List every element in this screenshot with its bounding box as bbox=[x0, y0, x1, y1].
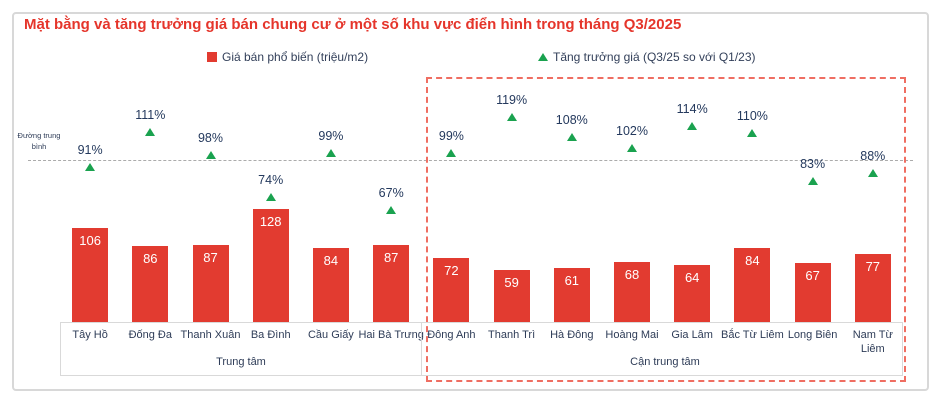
growth-triangle-icon bbox=[85, 163, 96, 172]
growth-triangle-icon bbox=[566, 132, 577, 141]
category-label: Thanh Xuân bbox=[180, 329, 241, 341]
category-label: Tây Hồ bbox=[72, 329, 108, 341]
growth-value-label: 102% bbox=[616, 123, 648, 138]
growth-value-label: 83% bbox=[800, 157, 826, 172]
growth-value-label: 67% bbox=[378, 185, 404, 200]
price-bar bbox=[794, 263, 831, 322]
category-label: Hà Đông bbox=[550, 329, 594, 341]
growth-value-label: 110% bbox=[736, 109, 768, 124]
price-legend-square-icon bbox=[207, 52, 217, 62]
growth-triangle-icon bbox=[446, 148, 457, 157]
price-bar bbox=[493, 270, 530, 322]
growth-triangle-icon bbox=[265, 193, 276, 202]
price-legend-label: Giá bán phổ biến (triệu/m2) bbox=[222, 50, 369, 64]
category-label: Cầu Giấy bbox=[307, 329, 354, 341]
growth-value-label: 119% bbox=[496, 93, 528, 108]
growth-value-label: 114% bbox=[676, 102, 708, 117]
growth-legend-triangle-icon bbox=[538, 53, 548, 61]
price-bar bbox=[854, 254, 891, 322]
legend-item-price: Giá bán phổ biến (triệu/m2) bbox=[207, 50, 368, 64]
price-value-label: 84 bbox=[745, 253, 760, 268]
category-label: Ba Đình bbox=[250, 329, 291, 341]
price-value-label: 68 bbox=[624, 267, 640, 282]
price-bar bbox=[132, 246, 169, 322]
price-bar bbox=[614, 262, 650, 322]
growth-value-label: 99% bbox=[438, 128, 464, 143]
category-label: Gia Lâm bbox=[671, 329, 713, 341]
average-line-label: Đường trung bình bbox=[17, 131, 61, 151]
growth-value-label: 99% bbox=[318, 128, 344, 143]
growth-value-label: 108% bbox=[555, 112, 588, 127]
category-label: Hoàng Mai bbox=[605, 329, 659, 341]
category-label: Thanh Trì bbox=[488, 329, 536, 341]
price-value-label: 59 bbox=[504, 275, 519, 290]
price-bar bbox=[433, 258, 470, 322]
category-label: Đông Anh bbox=[427, 329, 476, 341]
growth-legend-label: Tăng trưởng giá (Q3/25 so với Q1/23) bbox=[553, 50, 756, 64]
price-value-label: 64 bbox=[684, 270, 700, 285]
growth-triangle-icon bbox=[807, 177, 818, 186]
price-value-label: 86 bbox=[143, 251, 158, 266]
category-label: Hai Bà Trưng bbox=[358, 329, 424, 341]
growth-value-label: 111% bbox=[135, 107, 166, 122]
price-value-label: 87 bbox=[383, 250, 399, 265]
growth-triangle-icon bbox=[747, 129, 758, 138]
growth-triangle-icon bbox=[205, 150, 216, 159]
category-label: Long Biên bbox=[787, 329, 838, 341]
price-bar bbox=[674, 265, 711, 322]
growth-value-label: 98% bbox=[197, 130, 224, 145]
price-value-label: 61 bbox=[564, 273, 580, 288]
growth-triangle-icon bbox=[867, 168, 878, 177]
growth-value-label: 88% bbox=[860, 148, 886, 163]
chart-title: Mặt bằng và tăng trưởng giá bán chung cư… bbox=[24, 16, 682, 33]
price-bar bbox=[734, 248, 771, 322]
category-label: Đống Đa bbox=[128, 329, 172, 341]
category-label: Nam Từ Liêm bbox=[852, 329, 893, 356]
growth-triangle-icon bbox=[145, 127, 156, 136]
axis-label-box bbox=[60, 322, 903, 376]
price-bar bbox=[192, 245, 229, 322]
growth-triangle-icon bbox=[506, 113, 517, 122]
price-bar bbox=[252, 209, 289, 322]
group-label-near-center: Cận trung tâm bbox=[630, 356, 700, 368]
growth-triangle-icon bbox=[386, 205, 397, 214]
growth-value-label: 74% bbox=[258, 173, 284, 188]
growth-triangle-icon bbox=[627, 143, 637, 152]
price-value-label: 84 bbox=[323, 253, 339, 268]
group-label-center: Trung tâm bbox=[216, 356, 266, 368]
growth-triangle-icon bbox=[325, 148, 336, 157]
highlight-dashed-rect bbox=[426, 77, 906, 382]
growth-value-label: 91% bbox=[77, 143, 103, 158]
price-value-label: 72 bbox=[444, 263, 459, 278]
growth-triangle-icon bbox=[687, 122, 698, 131]
category-label: Bắc Từ Liêm bbox=[720, 329, 784, 341]
legend-item-growth: Tăng trưởng giá (Q3/25 so với Q1/23) bbox=[538, 50, 756, 64]
price-value-label: 106 bbox=[79, 233, 101, 248]
price-value-label: 67 bbox=[805, 268, 820, 283]
chart-card bbox=[12, 12, 929, 391]
average-dashed-line bbox=[28, 160, 913, 161]
price-value-label: 87 bbox=[203, 250, 218, 265]
price-bar bbox=[72, 228, 109, 322]
price-value-label: 77 bbox=[865, 259, 881, 274]
price-bar bbox=[373, 245, 410, 322]
price-bar bbox=[312, 248, 349, 322]
price-bar bbox=[553, 268, 590, 322]
axis-group-divider bbox=[421, 322, 422, 376]
price-value-label: 128 bbox=[259, 214, 282, 229]
